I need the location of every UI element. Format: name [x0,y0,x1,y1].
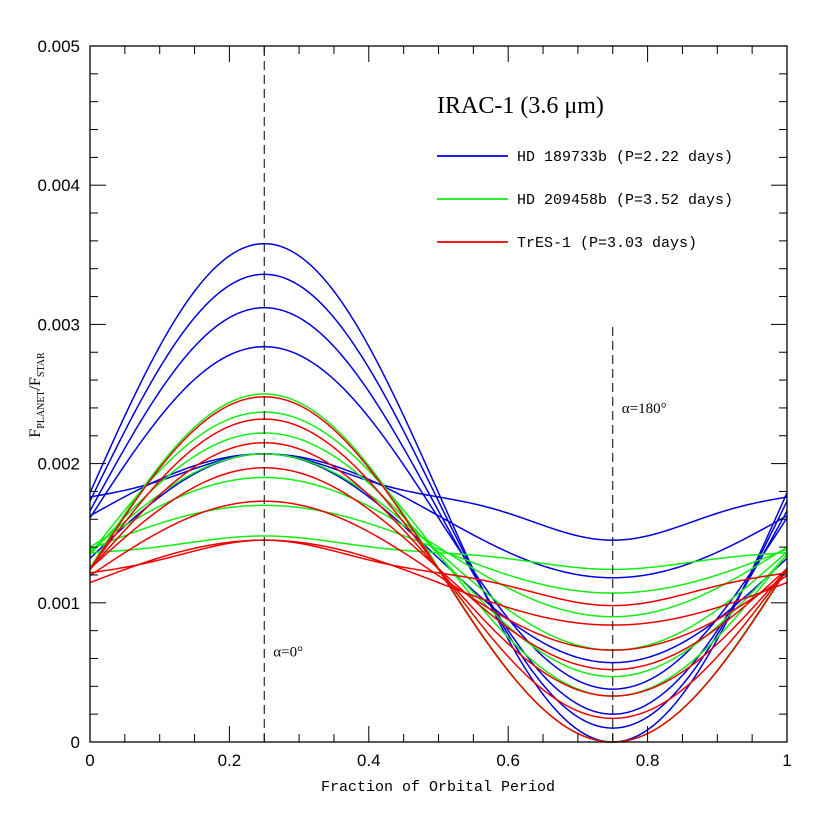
y-tick-label: 0.005 [37,37,80,56]
x-tick-label: 0.8 [636,751,660,770]
series-2-curve-6 [89,539,788,607]
series-0-curve-5 [89,453,788,579]
series-2-curve-3 [89,467,788,671]
legend: HD 189733b (P=2.22 days) HD 209458b (P=3.… [437,149,733,252]
series-0-curve-1 [89,273,788,729]
chart-title: IRAC-1 (3.6 μm) [437,93,604,119]
legend-label-0: HD 189733b (P=2.22 days) [517,149,733,166]
series-1-curve-2 [89,432,788,678]
tick-labels-layer: 0 0.2 0.4 0.6 0.8 1 0 0.001 0.002 0.003 0.004 0.005 [37,37,791,770]
series-0-curve-0 [89,242,788,743]
svg-text:FPLANET/FSTAR: FPLANET/FSTAR [27,352,47,438]
annotation-1: α=180° [622,401,667,417]
legend-label-1: HD 209458b (P=3.52 days) [517,192,733,209]
curves-layer [89,242,788,743]
series-0-curve-2 [89,306,788,715]
y-tick-label: 0.004 [37,176,80,195]
series-2-curve-5 [89,539,788,626]
reference-lines-layer [263,46,614,742]
x-tick-label: 0.2 [218,751,242,770]
y-axis-label: FPLANET/FSTAR [27,352,47,438]
annotations-layer: α=0° α=180° [273,401,666,661]
series-0-curve-4 [89,453,788,664]
y-tick-label: 0.003 [37,315,80,334]
ticks-layer [89,45,788,743]
legend-label-2: TrES-1 (P=3.03 days) [517,235,697,252]
series-1-curve-6 [89,535,788,571]
y-tick-label: 0 [71,733,80,752]
y-axis-label-sub-planet: PLANET [36,390,47,428]
series-0-curve-3 [89,345,788,690]
y-axis-label-main: F [27,429,44,438]
y-axis-label-slash: /F [27,377,44,390]
series-0-curve-6 [89,453,788,541]
y-tick-label: 0.001 [37,594,80,613]
x-tick-label: 0.4 [357,751,381,770]
series-2-curve-4 [89,500,788,651]
x-tick-label: 0 [85,751,94,770]
annotation-0: α=0° [273,645,303,661]
y-axis-label-sub-star: STAR [36,352,47,377]
series-1-curve-4 [89,476,788,618]
y-tick-label: 0.002 [37,455,80,474]
x-tick-label: 0.6 [496,751,520,770]
x-tick-label: 1 [782,751,791,770]
x-axis-label: Fraction of Orbital Period [321,779,555,796]
